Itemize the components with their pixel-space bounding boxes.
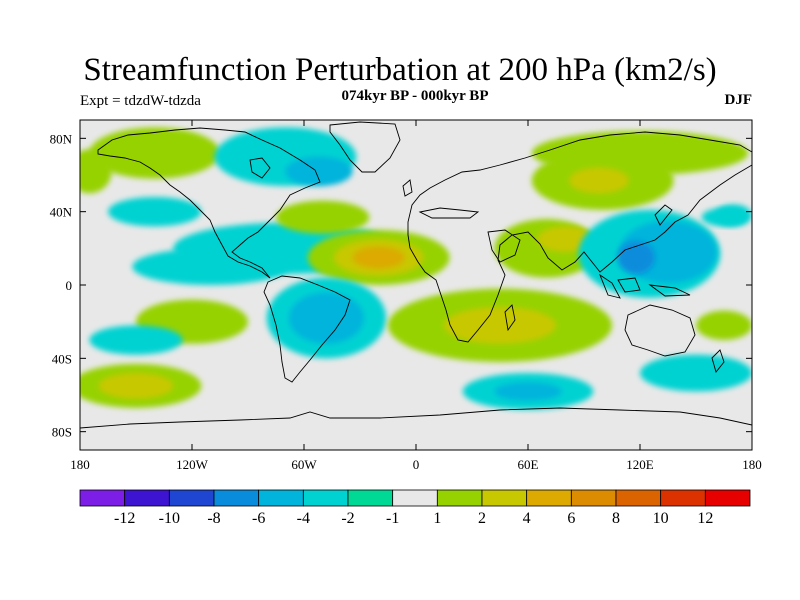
colorbar-label: -4 — [297, 510, 310, 527]
colorbar-label: 4 — [523, 510, 531, 527]
field-contour-13 — [352, 246, 405, 269]
colorbar-label: -10 — [159, 510, 180, 527]
coast-hudson-bay — [249, 157, 271, 179]
colorbar-label: -2 — [341, 510, 354, 527]
y-tick-label: 40S — [52, 351, 72, 366]
field-contour-24 — [89, 325, 183, 355]
colorbar-swatch — [570, 489, 617, 507]
colorbar-label: 10 — [653, 510, 669, 527]
y-tick-label: 40N — [50, 205, 73, 220]
map-title: Streamfunction Perturbation at 200 hPa (… — [83, 52, 717, 88]
x-tick-label: 60E — [518, 457, 539, 472]
coastlines — [80, 121, 752, 429]
field-contour-26 — [444, 307, 556, 344]
field-contour-3 — [285, 156, 353, 186]
field-contour-7 — [108, 197, 202, 227]
field-contour-20 — [701, 208, 747, 227]
coast-south-america — [263, 275, 351, 383]
coast-antarctica — [80, 407, 752, 429]
coast-new-guinea — [648, 284, 691, 297]
season-label: DJF — [724, 92, 753, 108]
field-contour-10 — [132, 248, 290, 285]
coast-britain — [402, 179, 413, 197]
field-contour-32 — [640, 354, 752, 392]
colorbar-swatch — [213, 489, 260, 507]
x-tick-label: 120E — [626, 457, 654, 472]
colorbar-swatch — [436, 489, 483, 507]
field-contour-16 — [537, 226, 594, 253]
coast-greenland — [329, 121, 401, 173]
x-tick-label: 120W — [176, 457, 209, 472]
x-tick-label: 0 — [413, 457, 420, 472]
colorbar-swatch — [302, 489, 349, 507]
y-tick-label: 80S — [52, 425, 72, 440]
map-axes: 180 120W 60W 0 60E 120E 180 80N 40N 0 40S 80S — [50, 120, 762, 472]
field-contour-29 — [98, 373, 174, 399]
coast-indonesia-sumatra — [599, 273, 621, 299]
colorbar-swatch — [392, 489, 438, 507]
field-contour-6 — [569, 167, 629, 194]
colorbar-swatch — [124, 489, 170, 507]
colorbar-swatch — [660, 489, 706, 507]
y-tick-label: 0 — [66, 278, 73, 293]
colorbar-label: 2 — [478, 510, 486, 527]
coast-north-america — [97, 127, 321, 279]
colorbar-swatch — [615, 489, 662, 507]
coast-australia — [624, 304, 696, 357]
colorbar-label: -1 — [386, 510, 399, 527]
coast-madagascar — [504, 304, 516, 332]
coast-mediterranean — [418, 207, 480, 219]
coast-eurasia-africa — [407, 131, 752, 343]
colorbar-swatch — [704, 489, 751, 507]
field-contour-22 — [289, 292, 364, 344]
coast-new-zealand — [711, 349, 725, 373]
coast-indonesia-borneo — [617, 277, 641, 293]
coast-arabia — [487, 229, 521, 263]
experiment-label: Expt = tdzdW-tdzda — [80, 93, 201, 109]
colorbar-label: 1 — [433, 510, 441, 527]
colorbar-swatch — [481, 489, 528, 507]
colorbar-swatch — [526, 489, 572, 507]
colorbar-swatch — [79, 489, 126, 507]
coast-japan — [654, 204, 673, 226]
map-subtitle: 074kyr BP - 000kyr BP — [341, 88, 489, 104]
field-contour-31 — [494, 382, 562, 401]
field-contour-0 — [89, 127, 220, 179]
colorbar-label: -8 — [207, 510, 220, 527]
colorbar-swatch — [258, 489, 304, 507]
colorbar-swatch — [168, 489, 215, 507]
colorbar: -12 -10 -8 -6 -4 -2 -1 1 2 4 6 8 10 12 — [79, 489, 751, 527]
field-contour-1 — [80, 149, 112, 194]
colorbar-swatch — [347, 489, 394, 507]
colorbar-label: 8 — [612, 510, 620, 527]
y-tick-label: 80N — [50, 131, 73, 146]
field-contour-14 — [276, 200, 370, 234]
x-tick-label: 180 — [742, 457, 762, 472]
streamfunction-field — [80, 127, 752, 410]
colorbar-label: -12 — [114, 510, 135, 527]
colorbar-label: -6 — [252, 510, 265, 527]
x-tick-label: 60W — [291, 457, 317, 472]
x-tick-label: 180 — [70, 457, 90, 472]
colorbar-label: 12 — [697, 510, 713, 527]
field-contour-27 — [696, 310, 752, 341]
colorbar-label: 6 — [567, 510, 575, 527]
